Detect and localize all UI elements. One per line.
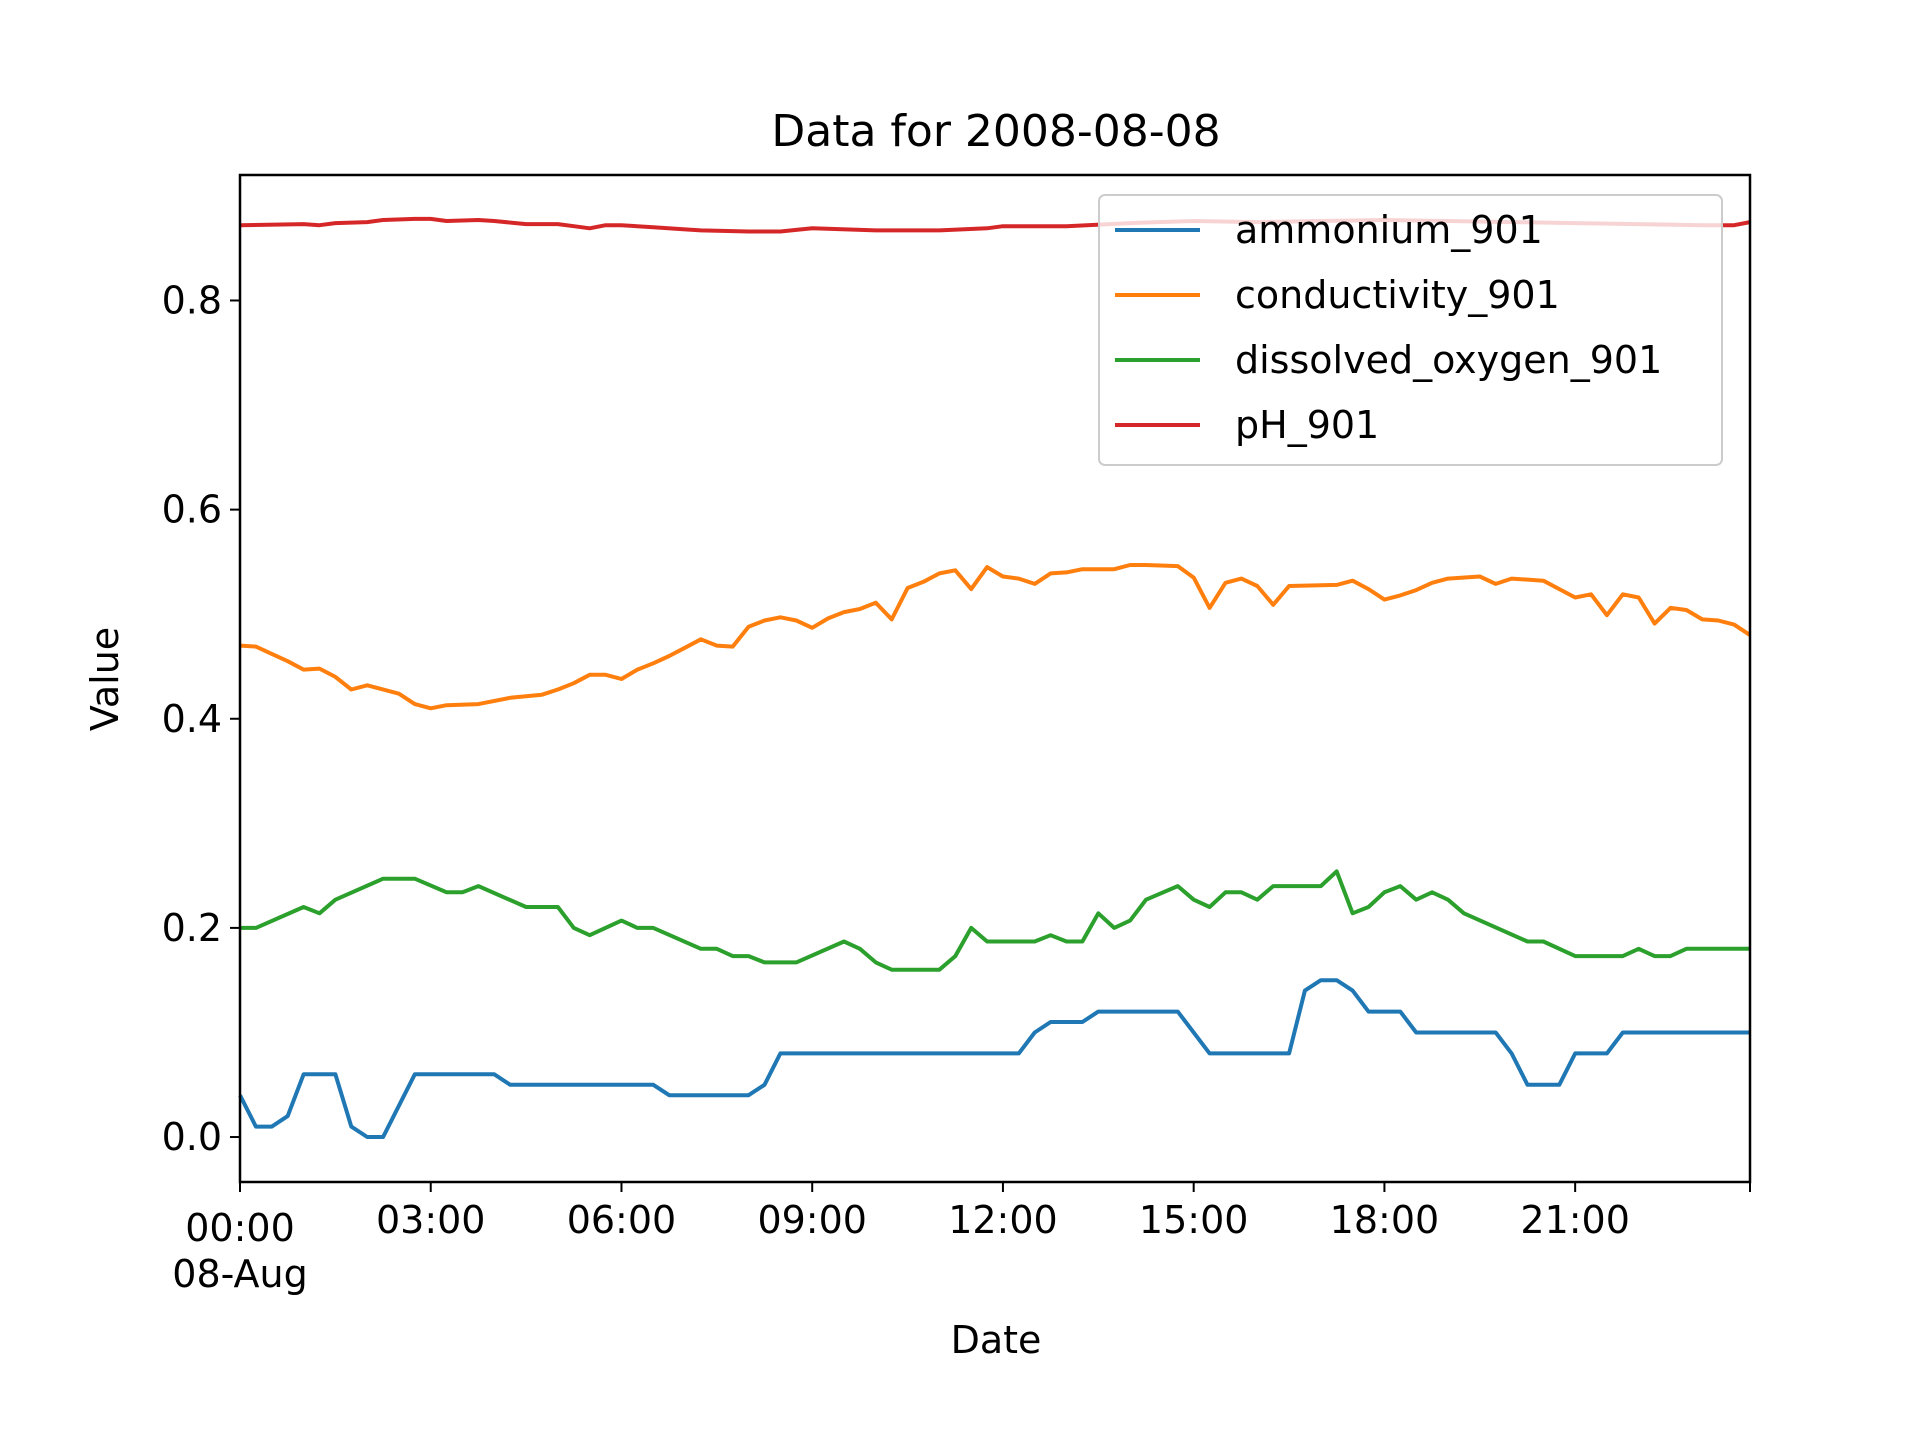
y-tick-label: 0.4	[162, 697, 222, 741]
series-line-ammonium-901	[238, 978, 1750, 1139]
x-tick-label: 06:00	[567, 1198, 677, 1242]
x-tick-label: 00:00	[185, 1206, 295, 1250]
legend-box	[1098, 194, 1723, 466]
y-axis-label: Value	[83, 627, 127, 731]
series-line-dissolved-oxygen-901	[240, 869, 1750, 972]
x-axis-label: Date	[951, 1318, 1042, 1362]
y-tick-label: 0.8	[162, 278, 222, 322]
x-tick-label: 15:00	[1139, 1198, 1249, 1242]
x-tick-label: 03:00	[376, 1198, 486, 1242]
legend-label: ammonium_901	[1235, 208, 1543, 252]
x-tick-label: 18:00	[1330, 1198, 1440, 1242]
legend-label: conductivity_901	[1235, 273, 1560, 317]
x-tick-label: 12:00	[948, 1198, 1058, 1242]
x-tick-label: 09:00	[757, 1198, 867, 1242]
y-tick-label: 0.0	[162, 1115, 222, 1159]
chart-title: Data for 2008-08-08	[771, 106, 1220, 157]
y-tick-label: 0.2	[162, 906, 222, 950]
x-tick-sublabel: 08-Aug	[172, 1252, 307, 1296]
series-layer	[238, 216, 1752, 1139]
legend: ammonium_901 conductivity_901 dissolved_ox…	[1098, 194, 1723, 466]
y-tick-label: 0.6	[162, 488, 222, 532]
plot-frame	[238, 173, 1752, 1184]
series-line-conductivity-901	[239, 563, 1752, 711]
x-tick-label: 21:00	[1520, 1198, 1630, 1242]
legend-label: dissolved_oxygen_901	[1235, 338, 1662, 382]
y-axis: 0.0 0.2 0.4 0.6 0.8	[162, 278, 240, 1159]
legend-label: pH_901	[1235, 403, 1379, 447]
